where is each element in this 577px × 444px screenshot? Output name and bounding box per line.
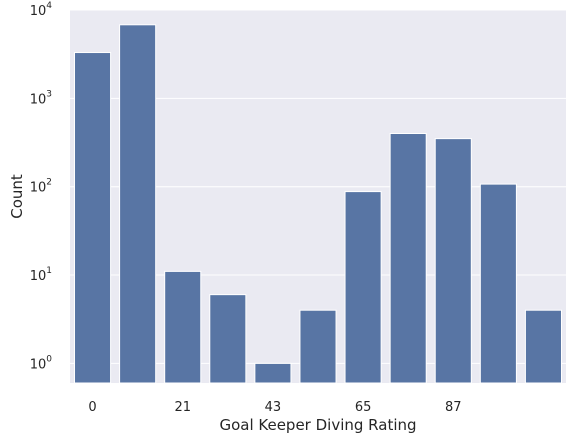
bar-2 [164,270,202,384]
bar-8 [434,138,472,384]
x-tick-label: 0 [88,400,96,415]
bar-1 [119,24,157,384]
y-axis-label: Count [8,174,26,219]
y-tick-label: 104 [30,1,53,19]
y-tick-label: 102 [30,178,52,196]
bar-4 [254,362,292,384]
bar-10 [524,309,562,384]
x-tick-label: 21 [174,400,191,415]
x-tick-label: 65 [355,400,372,415]
y-tick-label: 101 [30,266,52,284]
y-tick-label: 103 [30,89,52,107]
bar-6 [344,191,382,384]
bar-9 [479,183,517,384]
x-axis-label: Goal Keeper Diving Rating [219,416,416,434]
bar-7 [389,133,427,384]
bar-3 [209,294,247,384]
x-tick-label: 43 [265,400,282,415]
y-tick-label: 100 [30,354,53,372]
x-tick-label: 87 [445,400,462,415]
x-axis-ticks: 0 21 43 65 87 [88,400,461,415]
bars [74,24,562,384]
y-axis-ticks: 100 101 102 103 104 [30,1,53,372]
bar-0 [74,52,112,384]
bar-5 [299,309,337,384]
